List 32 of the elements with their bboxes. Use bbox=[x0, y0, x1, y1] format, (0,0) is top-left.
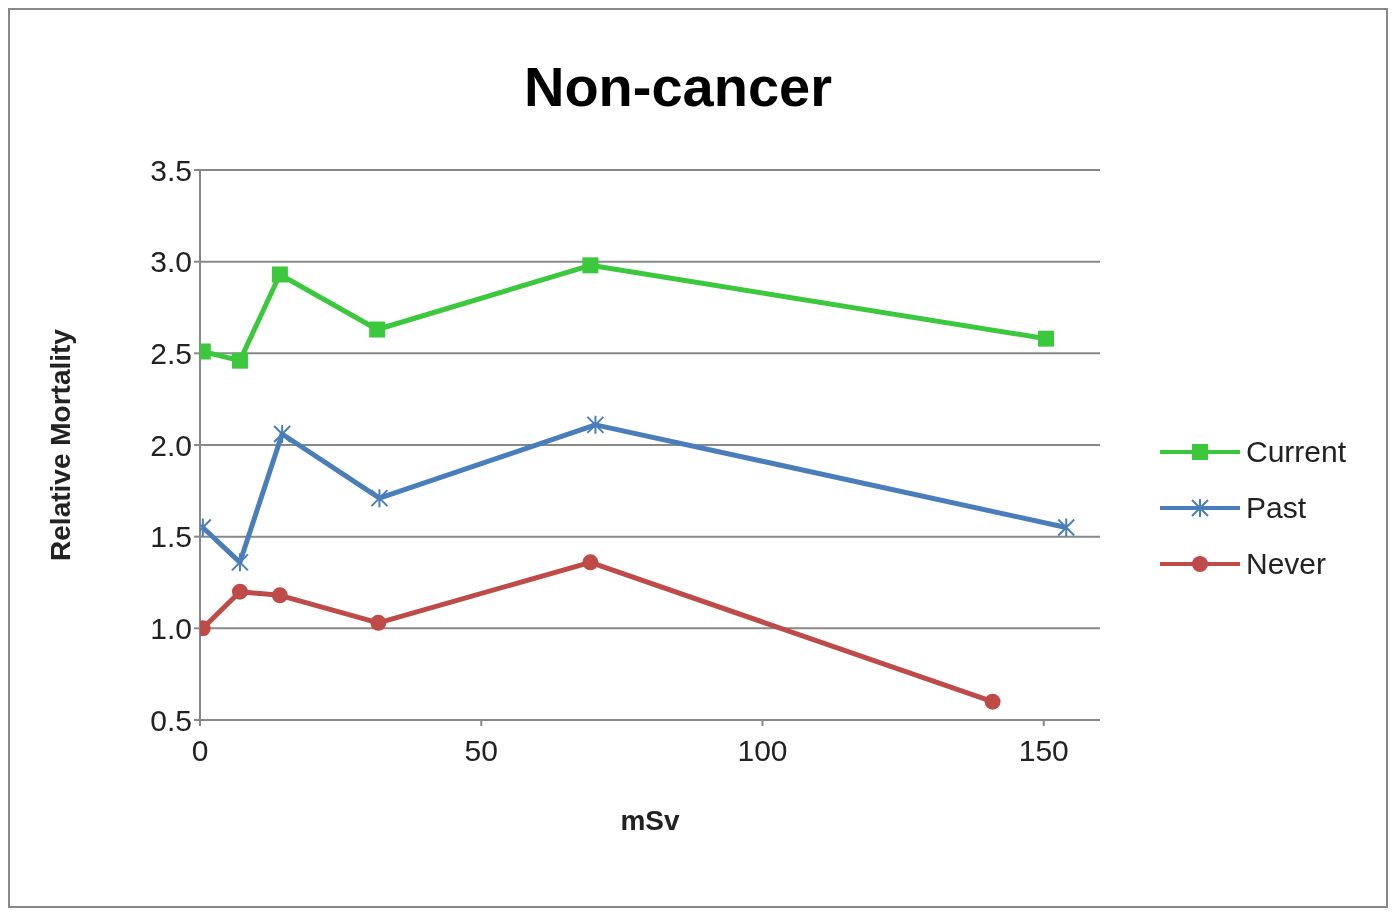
point bbox=[1057, 517, 1076, 538]
y-tick-label: 1.0 bbox=[150, 611, 192, 645]
y-tick-label: 2.0 bbox=[150, 428, 192, 462]
point bbox=[1038, 330, 1054, 347]
x-tick-label: 100 bbox=[737, 734, 788, 768]
y-axis-title: Relative Mortality bbox=[44, 328, 76, 561]
point bbox=[582, 257, 599, 274]
y-tick-label: 3.0 bbox=[150, 245, 192, 279]
legend-label: Past bbox=[1246, 490, 1307, 525]
point bbox=[273, 424, 292, 444]
point bbox=[231, 583, 248, 600]
point bbox=[586, 414, 605, 435]
y-tick-label: 1.5 bbox=[150, 520, 192, 554]
x-axis-title: mSv bbox=[620, 805, 680, 836]
x-tick-label: 0 bbox=[191, 734, 209, 768]
legend-label: Current bbox=[1246, 434, 1347, 469]
point bbox=[582, 554, 599, 571]
x-tick-label: 50 bbox=[464, 734, 498, 768]
y-tick-label: 0.5 bbox=[150, 703, 192, 737]
x-tick-label: 150 bbox=[1018, 734, 1069, 768]
chart-title: Non-cancer bbox=[522, 54, 834, 120]
point bbox=[370, 488, 389, 509]
point bbox=[271, 587, 288, 604]
point bbox=[231, 352, 248, 369]
point bbox=[271, 266, 288, 283]
point bbox=[230, 552, 249, 573]
point bbox=[370, 614, 387, 631]
point bbox=[369, 321, 386, 338]
y-tick-label: 3.5 bbox=[150, 153, 192, 187]
point bbox=[984, 693, 1001, 710]
y-tick-label: 2.5 bbox=[150, 336, 192, 370]
legend-label: Never bbox=[1246, 546, 1327, 581]
